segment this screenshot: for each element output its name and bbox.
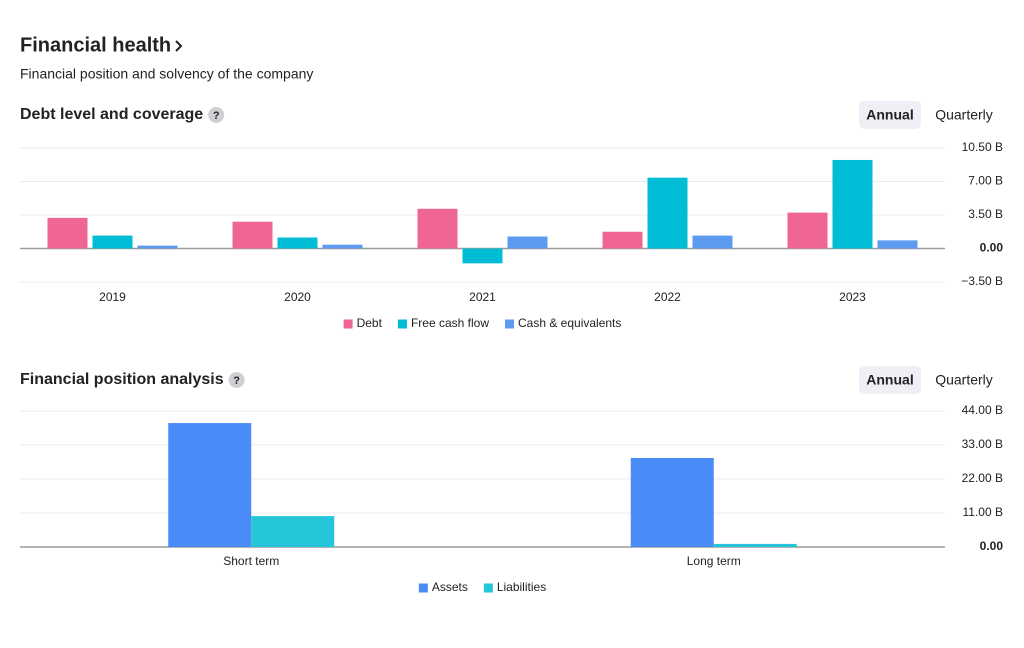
help-icon[interactable] bbox=[208, 107, 225, 123]
bar bbox=[630, 457, 714, 547]
section-title: Debt level and coverage bbox=[20, 106, 203, 123]
legend-swatch bbox=[343, 319, 353, 329]
bar bbox=[713, 543, 797, 547]
bar bbox=[137, 245, 178, 249]
bar bbox=[322, 244, 363, 249]
y-tick-label: −3.50 B bbox=[961, 274, 1003, 288]
x-tick-label: Long term bbox=[687, 554, 741, 568]
legend-label: Debt bbox=[357, 316, 383, 330]
toggle-option[interactable]: Quarterly bbox=[935, 107, 993, 123]
y-tick-label: 10.50 B bbox=[962, 140, 1003, 154]
x-tick-label: 2023 bbox=[839, 290, 866, 304]
legend-swatch bbox=[397, 319, 407, 329]
help-mark: ? bbox=[233, 375, 240, 387]
help-icon[interactable] bbox=[228, 372, 245, 388]
bar bbox=[647, 177, 688, 249]
legend-swatch bbox=[504, 319, 514, 329]
bar bbox=[251, 516, 335, 547]
y-tick-label: 0.00 bbox=[980, 539, 1004, 553]
page-title: Financial health bbox=[20, 34, 171, 56]
bar bbox=[168, 423, 252, 547]
y-tick-label: 0.00 bbox=[980, 241, 1004, 255]
bar bbox=[462, 248, 503, 264]
toggle-option[interactable]: Annual bbox=[866, 107, 913, 123]
x-tick-label: 2022 bbox=[654, 290, 681, 304]
bar bbox=[602, 231, 643, 249]
bar bbox=[47, 217, 88, 249]
legend-label: Cash & equivalents bbox=[518, 316, 621, 330]
y-tick-label: 22.00 B bbox=[962, 471, 1003, 485]
bar bbox=[692, 235, 733, 249]
y-tick-label: 7.00 B bbox=[968, 174, 1003, 188]
x-tick-label: 2020 bbox=[284, 290, 311, 304]
bar bbox=[277, 237, 318, 249]
x-tick-label: 2021 bbox=[469, 290, 496, 304]
y-tick-label: 33.00 B bbox=[962, 437, 1003, 451]
chevron-icon[interactable] bbox=[175, 40, 183, 52]
bar bbox=[417, 208, 458, 249]
y-tick-label: 3.50 B bbox=[968, 207, 1003, 221]
section-title: Financial position analysis bbox=[20, 371, 224, 388]
help-mark: ? bbox=[213, 110, 220, 122]
bar bbox=[787, 212, 828, 249]
legend-label: Liabilities bbox=[497, 580, 546, 594]
toggle-selected[interactable] bbox=[859, 101, 921, 129]
toggle-selected[interactable] bbox=[859, 366, 921, 394]
bar bbox=[877, 240, 918, 249]
toggle-option[interactable]: Quarterly bbox=[935, 372, 993, 388]
toggle-option[interactable]: Annual bbox=[866, 372, 913, 388]
y-tick-label: 11.00 B bbox=[963, 505, 1003, 519]
x-tick-label: Short term bbox=[223, 554, 279, 568]
legend-swatch bbox=[483, 583, 493, 593]
bar bbox=[92, 235, 133, 249]
bar bbox=[507, 236, 548, 249]
legend-swatch bbox=[418, 583, 428, 593]
x-tick-label: 2019 bbox=[99, 290, 126, 304]
page-subtitle: Financial position and solvency of the c… bbox=[20, 66, 313, 82]
bar bbox=[832, 159, 873, 249]
legend-label: Assets bbox=[432, 580, 468, 594]
y-tick-label: 44.00 B bbox=[962, 403, 1003, 417]
bar bbox=[232, 221, 273, 249]
legend-label: Free cash flow bbox=[411, 316, 489, 330]
